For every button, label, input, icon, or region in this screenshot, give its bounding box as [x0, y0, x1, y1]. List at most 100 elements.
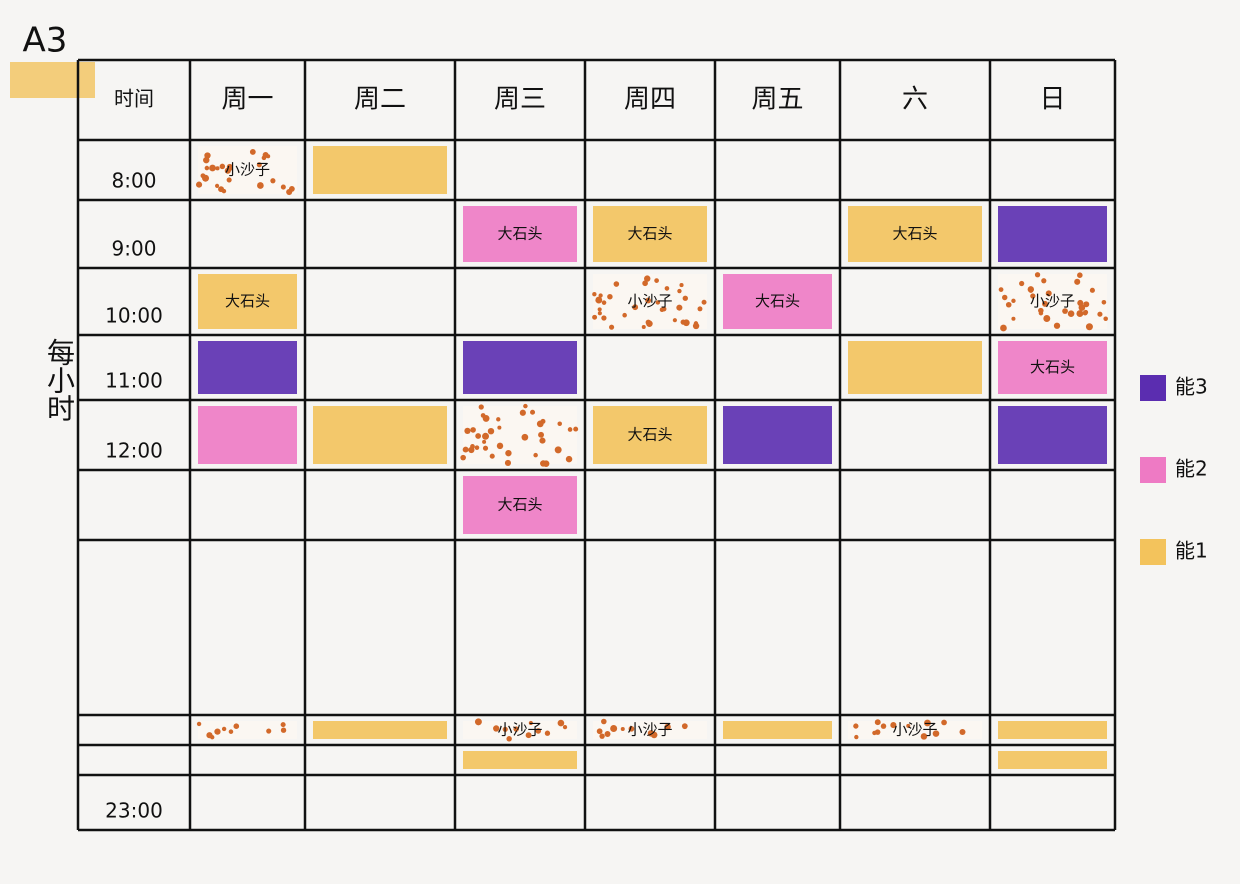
- dot: [489, 453, 495, 459]
- dot: [224, 167, 231, 174]
- cell-text: 小沙子: [1030, 292, 1075, 310]
- cell-fill: [593, 206, 707, 262]
- dot: [505, 449, 512, 457]
- dot: [462, 446, 469, 453]
- dot: [599, 733, 605, 739]
- dot: [286, 188, 293, 196]
- dot: [1074, 278, 1081, 285]
- dot: [1067, 310, 1075, 317]
- dot: [664, 286, 670, 291]
- cell-fill: [998, 206, 1107, 262]
- dot: [1103, 316, 1108, 321]
- legend-label: 能3: [1175, 375, 1208, 399]
- dot: [609, 324, 615, 330]
- cell-text: 大石头: [497, 496, 542, 514]
- cell-fill: [463, 476, 577, 534]
- cell-fill: [313, 406, 447, 464]
- highlight: [10, 62, 95, 98]
- dot: [906, 723, 911, 728]
- dot: [872, 730, 877, 736]
- dot: [1041, 278, 1047, 284]
- dot: [1002, 294, 1008, 301]
- cell-text: 大石头: [892, 225, 937, 243]
- dot: [1042, 300, 1048, 307]
- dot: [482, 445, 489, 451]
- dot: [482, 432, 490, 440]
- dot: [533, 452, 538, 458]
- cell-dots-bg: [198, 721, 297, 739]
- dot: [521, 433, 529, 441]
- dot: [470, 444, 475, 449]
- cell-fill: [998, 406, 1107, 464]
- dot: [257, 182, 264, 189]
- dot: [679, 283, 684, 288]
- dot: [470, 427, 476, 433]
- dot: [664, 723, 671, 731]
- dot: [645, 319, 652, 326]
- dot: [536, 420, 544, 428]
- dot: [1077, 299, 1084, 307]
- dot: [493, 725, 500, 732]
- dot: [604, 731, 611, 737]
- cell-text: 小沙子: [497, 721, 542, 739]
- dot: [654, 278, 659, 283]
- dot: [692, 322, 700, 330]
- cell-text: 大石头: [497, 225, 542, 243]
- dot: [228, 729, 234, 734]
- dot: [1028, 288, 1034, 293]
- dot: [998, 287, 1004, 292]
- legend-label: 能2: [1175, 457, 1208, 481]
- cell-fill: [998, 721, 1107, 739]
- dot: [221, 726, 227, 732]
- page-label: A3: [23, 21, 68, 61]
- dot: [204, 165, 210, 171]
- dot: [592, 292, 597, 297]
- dot: [280, 722, 286, 728]
- cell-dots-bg: [593, 721, 707, 739]
- dot: [959, 728, 966, 735]
- dot: [622, 312, 627, 318]
- dot: [513, 726, 519, 732]
- dot: [280, 727, 287, 733]
- dot: [677, 288, 682, 294]
- dot: [1082, 310, 1088, 316]
- header-cell: 六: [902, 85, 928, 115]
- cell-text: 小沙子: [627, 721, 672, 739]
- dot: [1053, 322, 1061, 329]
- dot: [203, 156, 210, 164]
- dot: [487, 427, 495, 435]
- dot: [932, 730, 940, 737]
- dot: [1076, 310, 1084, 318]
- cell-fill: [848, 341, 982, 394]
- dot: [645, 297, 652, 304]
- cell-text: 小沙子: [892, 721, 937, 739]
- side-label: 每小时: [43, 338, 76, 422]
- dot: [519, 409, 526, 416]
- dot: [496, 442, 504, 450]
- dot: [474, 718, 482, 726]
- dot: [853, 723, 859, 729]
- dot: [270, 178, 276, 184]
- dot: [214, 728, 221, 735]
- dot: [701, 299, 707, 305]
- header-cell: 周五: [751, 85, 803, 115]
- dot: [525, 732, 532, 739]
- dot: [920, 733, 928, 740]
- dot: [565, 455, 573, 463]
- dot: [523, 403, 528, 409]
- cell-fill: [198, 406, 297, 464]
- dot: [460, 454, 466, 461]
- cell-fill: [848, 206, 982, 262]
- cell-fill: [998, 751, 1107, 769]
- dot: [676, 304, 683, 311]
- time-label: 9:00: [112, 237, 157, 261]
- dot: [647, 730, 655, 737]
- dot: [924, 719, 931, 727]
- dot: [1019, 280, 1025, 287]
- dot: [682, 295, 688, 301]
- dot: [661, 306, 667, 312]
- dot: [504, 459, 512, 467]
- cell-text: 大石头: [225, 292, 270, 310]
- dot: [482, 439, 487, 444]
